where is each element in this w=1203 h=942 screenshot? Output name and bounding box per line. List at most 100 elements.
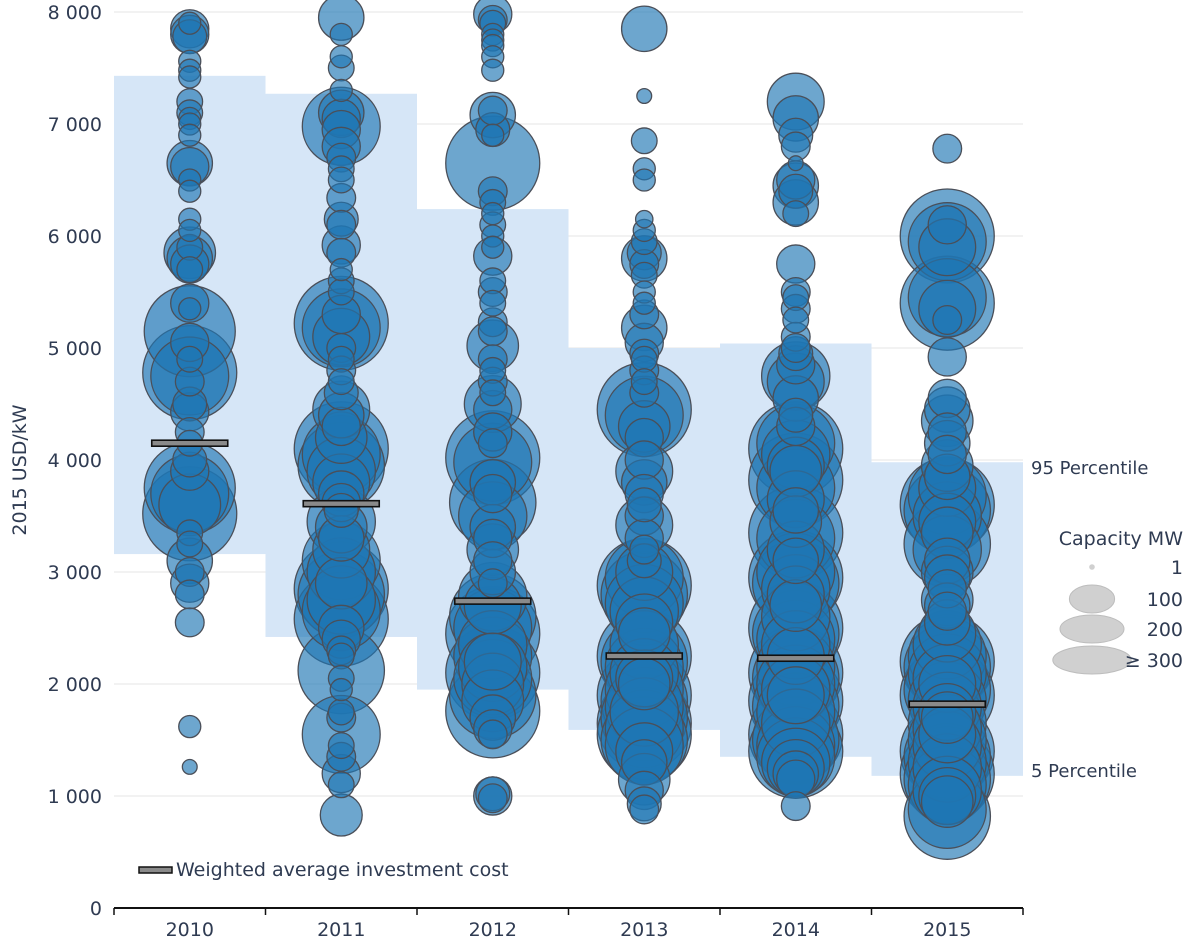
bubble-2013 bbox=[629, 794, 660, 825]
bubble-2011 bbox=[327, 166, 355, 194]
bubble-2013 bbox=[632, 291, 656, 315]
avg-legend-label: Weighted average investment cost bbox=[176, 859, 509, 881]
weighted-average-2010 bbox=[150, 439, 229, 448]
bubble-2015 bbox=[932, 304, 963, 336]
bubble-2011 bbox=[329, 22, 353, 47]
y-tick-label: 4 000 bbox=[48, 450, 102, 472]
x-tick-label: 2015 bbox=[923, 919, 971, 938]
bubble-2013 bbox=[626, 487, 662, 523]
bubble-2014 bbox=[780, 791, 811, 822]
size-legend-bubble bbox=[1059, 614, 1125, 644]
size-legend: Capacity MW 1 100 200 ≥ 300 bbox=[1052, 528, 1183, 675]
weighted-average-2013 bbox=[605, 652, 684, 660]
bubble-2012 bbox=[477, 95, 508, 126]
size-legend-bubble bbox=[1052, 645, 1132, 675]
bubble-2015 bbox=[927, 205, 967, 245]
axes: 0 1 000 2 000 3 000 4 000 5 000 6 000 7 000 8 00… bbox=[48, 2, 1024, 941]
bubble-2011 bbox=[329, 677, 353, 702]
y-tick-label: 7 000 bbox=[48, 114, 102, 136]
bubble-2012 bbox=[481, 201, 505, 226]
bubble-2010 bbox=[176, 345, 204, 373]
bubble-2012 bbox=[481, 58, 505, 82]
bubble-2015 bbox=[927, 434, 967, 475]
bubble-2013 bbox=[636, 87, 653, 105]
y-tick-label: 2 000 bbox=[48, 674, 102, 696]
size-legend-label: ≥ 300 bbox=[1125, 650, 1183, 672]
bubble-2010 bbox=[174, 579, 205, 610]
bubble-2011 bbox=[314, 556, 368, 610]
size-legend-bubble bbox=[1089, 564, 1095, 570]
size-legend-title: Capacity MW bbox=[1059, 528, 1183, 550]
bubble-2011 bbox=[326, 209, 357, 240]
bubble-2011 bbox=[323, 492, 359, 528]
size-legend-bubble bbox=[1068, 584, 1116, 614]
bubble-2010 bbox=[178, 11, 202, 35]
avg-legend-swatch bbox=[138, 866, 173, 874]
size-legend-label: 200 bbox=[1147, 619, 1183, 641]
bubble-2014 bbox=[766, 666, 825, 725]
bubble-2015 bbox=[927, 591, 967, 631]
bubble-2015 bbox=[932, 133, 963, 164]
p95-label: 95 Percentile bbox=[1031, 458, 1148, 479]
weighted-average-2014 bbox=[756, 654, 835, 663]
bubble-2014 bbox=[772, 537, 820, 585]
bubble-2015 bbox=[920, 691, 974, 744]
bubble-2010 bbox=[178, 714, 202, 739]
bubble-2013 bbox=[634, 209, 654, 229]
y-tick-label: 5 000 bbox=[48, 338, 102, 360]
bubble-2015 bbox=[927, 337, 967, 377]
bubble-2010 bbox=[178, 123, 202, 147]
bubble-2012 bbox=[479, 289, 507, 317]
bubble-2011 bbox=[321, 406, 361, 447]
y-axis-title: 2015 USD/kW bbox=[9, 404, 31, 535]
bubble-2013 bbox=[624, 440, 664, 480]
x-tick-label: 2011 bbox=[317, 919, 365, 938]
bubble-2014 bbox=[787, 155, 804, 172]
x-tick-label: 2010 bbox=[166, 919, 214, 938]
percentile-bands bbox=[114, 75, 1023, 776]
bubble-2014 bbox=[782, 306, 810, 334]
y-tick-label: 3 000 bbox=[48, 562, 102, 584]
bubble-2013 bbox=[632, 168, 656, 192]
weighted-average-2011 bbox=[302, 499, 381, 508]
bubble-2011 bbox=[327, 278, 355, 306]
weighted-average-2015 bbox=[908, 700, 987, 708]
x-tick-label: 2012 bbox=[469, 919, 517, 938]
bubble-2010 bbox=[178, 179, 202, 203]
bubble-2014 bbox=[778, 397, 814, 433]
bubble-2012 bbox=[463, 632, 522, 691]
y-tick-label: 8 000 bbox=[48, 2, 102, 24]
bubble-2010 bbox=[178, 65, 202, 89]
weighted-average-2012 bbox=[453, 597, 532, 605]
y-tick-label: 0 bbox=[90, 898, 102, 920]
bubble-2012 bbox=[477, 568, 508, 599]
bubble-2010 bbox=[176, 256, 204, 284]
bubble-2012 bbox=[473, 473, 513, 514]
bubble-2014 bbox=[782, 200, 810, 228]
bubble-2011 bbox=[327, 732, 355, 760]
bubble-2010 bbox=[178, 297, 202, 321]
bubble-2012 bbox=[477, 316, 508, 347]
bubble-2012 bbox=[481, 123, 505, 147]
bubble-2011 bbox=[327, 698, 355, 726]
avg-legend: Weighted average investment cost bbox=[138, 859, 509, 881]
bubble-2013 bbox=[617, 607, 671, 660]
bubble-2011 bbox=[327, 368, 355, 396]
bubble-2012 bbox=[477, 783, 508, 814]
bubble-2010 bbox=[176, 530, 204, 558]
bubble-2015 bbox=[927, 378, 967, 419]
bubble-2011 bbox=[319, 793, 363, 837]
bubble-2014 bbox=[780, 332, 811, 364]
bubble-2013 bbox=[617, 657, 671, 711]
bubble-2013 bbox=[630, 368, 658, 396]
bubble-2011 bbox=[327, 771, 355, 799]
weighted-average-lines bbox=[150, 439, 987, 708]
bubble-2014 bbox=[772, 487, 820, 534]
bubble-2012 bbox=[477, 428, 508, 459]
bubble-2013 bbox=[630, 127, 658, 155]
size-legend-label: 1 bbox=[1171, 557, 1183, 579]
bubble-2012 bbox=[477, 719, 508, 750]
y-tick-label: 1 000 bbox=[48, 786, 102, 808]
